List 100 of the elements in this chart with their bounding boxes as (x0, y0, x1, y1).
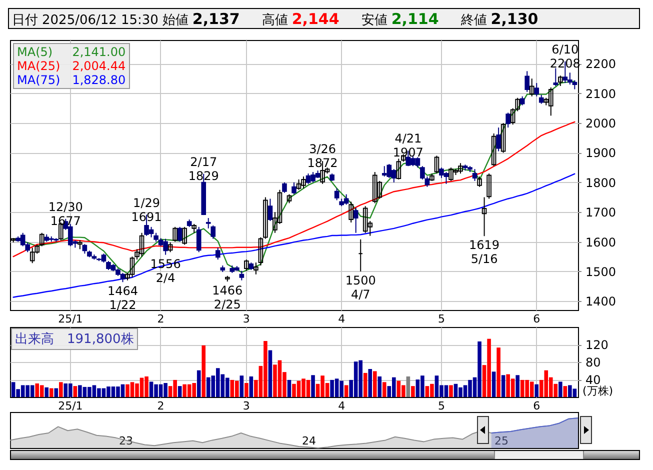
bar (287, 380, 292, 397)
bar (501, 375, 506, 397)
candlestick (239, 270, 244, 281)
x-tick-label: 2 (157, 312, 164, 326)
candlestick (177, 226, 182, 242)
bar (59, 382, 63, 397)
candlestick (196, 226, 202, 253)
candlestick (258, 236, 264, 266)
y-tick-label: 2000 (586, 116, 616, 131)
bar (368, 369, 372, 397)
bar (49, 388, 54, 397)
x-tick-label: 5 (438, 312, 445, 326)
bar (558, 382, 562, 397)
annotation: 2,141.00 (72, 45, 126, 59)
x-tick-label: 2 (157, 400, 164, 412)
annotation: 1619 5/16 (469, 238, 500, 266)
candlestick (472, 168, 478, 182)
annotation: 2/17 1829 (188, 154, 219, 183)
bar (378, 376, 382, 397)
y-tick-label: 40 (586, 373, 601, 387)
bar (44, 387, 49, 397)
bar (344, 385, 348, 397)
y-tick-label: 120 (586, 338, 608, 352)
bar (449, 385, 453, 397)
candlestick (491, 132, 496, 167)
candlestick (434, 155, 440, 174)
x-tick-label: 25/1 (58, 400, 83, 412)
candlestick (292, 182, 296, 195)
bar (244, 383, 248, 397)
candlestick (534, 82, 540, 97)
candlestick (396, 158, 402, 180)
x-tick-label: 4 (338, 400, 346, 412)
candlestick (334, 188, 340, 201)
bar (311, 375, 315, 397)
x-tick-label: 25/1 (58, 312, 83, 326)
bar (492, 372, 496, 397)
y-tick-label: 1600 (586, 235, 616, 250)
candlestick (39, 232, 44, 247)
candlestick (215, 247, 220, 260)
text: MA(75) (17, 73, 60, 87)
x-tick-label: 23 (119, 434, 134, 448)
y-tick-label: 1900 (586, 146, 616, 160)
candlestick (282, 182, 287, 194)
x-tick-label: 25 (494, 434, 508, 448)
bar (516, 375, 520, 397)
candlestick (482, 196, 487, 237)
bar (363, 372, 368, 397)
candlestick (263, 196, 268, 240)
candlestick (524, 70, 530, 92)
candlestick (553, 68, 558, 86)
candlestick (172, 226, 178, 242)
annotation: 1500 4/7 (345, 273, 376, 302)
bar (411, 386, 415, 397)
bar (563, 386, 568, 397)
x-tick-label: 4 (338, 312, 346, 326)
annotation: 1,828.80 (72, 73, 126, 87)
y-axis-title: (万株) (582, 384, 614, 398)
y-tick-label: 1500 (586, 264, 616, 279)
candlestick (506, 112, 510, 128)
y-tick-label: 2100 (586, 86, 616, 101)
line-series (12, 173, 576, 298)
annotation: 1466 2/25 (212, 284, 243, 312)
candlestick (182, 226, 187, 246)
chart-title: 日付 2025/06/12 15:30 始値 2,137 高値 2,144 安値 2,114 終値 2,130 (12, 10, 538, 28)
y-tick-label: 80 (586, 356, 601, 370)
bar (268, 350, 272, 397)
text: MA(25) (17, 59, 60, 73)
bar (73, 386, 78, 397)
bar (534, 384, 539, 397)
bar (178, 386, 182, 397)
y-tick-label: 1800 (586, 176, 616, 190)
x-tick-label: 24 (302, 434, 316, 448)
text: MA(5) (17, 45, 53, 59)
y-tick-label: 1700 (586, 206, 616, 220)
annotation: 1/29 1691 (131, 196, 162, 224)
x-tick-label: 3 (242, 312, 250, 326)
bar (249, 376, 254, 397)
y-tick-label: 1400 (586, 294, 616, 309)
bar (240, 376, 244, 397)
candlestick (82, 244, 88, 254)
y-tick-label: 2200 (586, 57, 616, 72)
x-tick-label: 5 (438, 400, 445, 412)
candlestick (268, 198, 273, 222)
candlestick (254, 262, 258, 275)
x-tick-label: 3 (242, 400, 250, 412)
bar (382, 382, 386, 397)
candlestick (244, 259, 249, 272)
bar (372, 371, 377, 397)
candlestick (496, 127, 501, 152)
candlestick (486, 173, 492, 200)
bar (54, 388, 58, 397)
candlestick (348, 201, 354, 223)
bar (196, 370, 201, 397)
candlestick (500, 122, 506, 154)
chart-title: 出来高 191,800株 (11, 328, 138, 350)
candlestick (558, 75, 563, 86)
bar (406, 376, 410, 397)
candlestick (353, 207, 358, 234)
x-tick-label: 6 (533, 312, 540, 326)
candlestick (168, 242, 173, 253)
